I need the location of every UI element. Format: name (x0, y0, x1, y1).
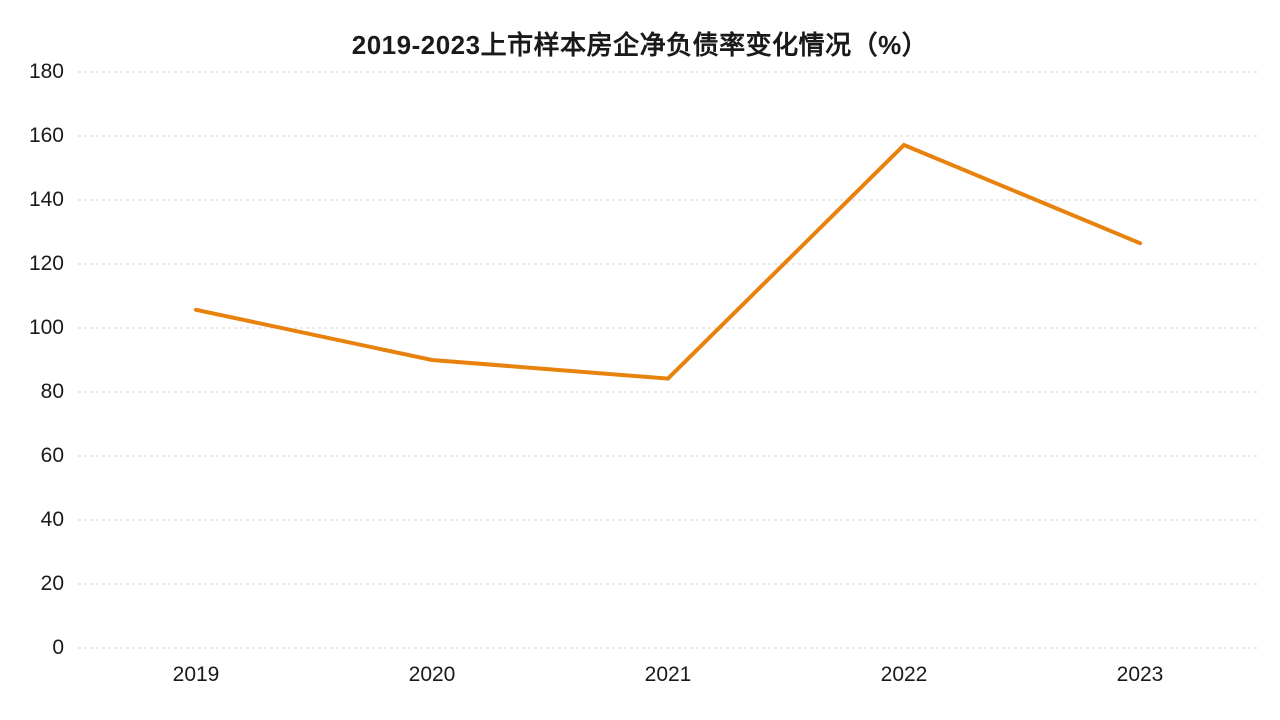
y-axis-tick-label: 140 (28, 188, 64, 211)
y-axis-tick-label: 160 (28, 124, 64, 147)
x-axis-tick-label: 2021 (644, 663, 692, 686)
series-line (194, 142, 1142, 381)
y-axis-tick-label: 180 (28, 60, 64, 83)
y-axis-tick-label: 40 (40, 508, 64, 531)
y-axis-tick-label: 120 (28, 252, 64, 275)
x-axis-tick-label: 2022 (880, 663, 928, 686)
x-axis-tick-label: 2019 (172, 663, 220, 686)
y-axis-tick-label: 80 (40, 380, 64, 403)
y-axis-tick-label: 0 (52, 636, 64, 659)
chart-title: 2019-2023上市样本房企净负债率变化情况（%） (351, 30, 929, 60)
x-axis-tick-label: 2023 (1116, 663, 1164, 686)
x-axis-tick-label: 2020 (408, 663, 456, 686)
y-axis-tick-label: 100 (28, 316, 64, 339)
y-axis-tick-label: 20 (40, 572, 64, 595)
y-axis-tick-label: 60 (40, 444, 64, 467)
